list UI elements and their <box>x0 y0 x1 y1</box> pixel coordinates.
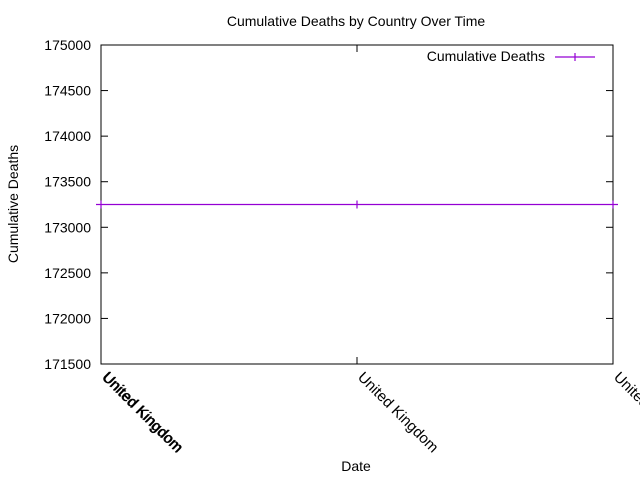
series-layer <box>96 200 618 209</box>
x-tick-label: United Kingdom <box>354 369 441 456</box>
legend: Cumulative Deaths <box>427 48 595 64</box>
y-tick-label: 172000 <box>44 310 91 326</box>
y-axis-label: Cumulative Deaths <box>5 145 21 263</box>
y-tick-label: 173500 <box>44 174 91 190</box>
y-tick-label: 171500 <box>44 356 91 372</box>
x-tick-label: United Kingdom <box>610 369 640 456</box>
legend-sample <box>555 53 595 61</box>
x-tick-label: United Kingdom <box>99 369 186 456</box>
y-tick-label: 174500 <box>44 83 91 99</box>
y-tick-label: 175000 <box>44 37 91 53</box>
y-tick-label: 174000 <box>44 128 91 144</box>
y-axis: 171500 172000 172500 173000 173500 174000 1745… <box>44 37 613 372</box>
y-tick-label: 173000 <box>44 219 91 235</box>
x-axis: United Kingdom United Kingdom United Kingd… <box>98 45 640 456</box>
y-tick-label: 172500 <box>44 265 91 281</box>
x-axis-label: Date <box>341 458 371 474</box>
legend-label: Cumulative Deaths <box>427 48 545 64</box>
chart-title: Cumulative Deaths by Country Over Time <box>227 13 486 29</box>
